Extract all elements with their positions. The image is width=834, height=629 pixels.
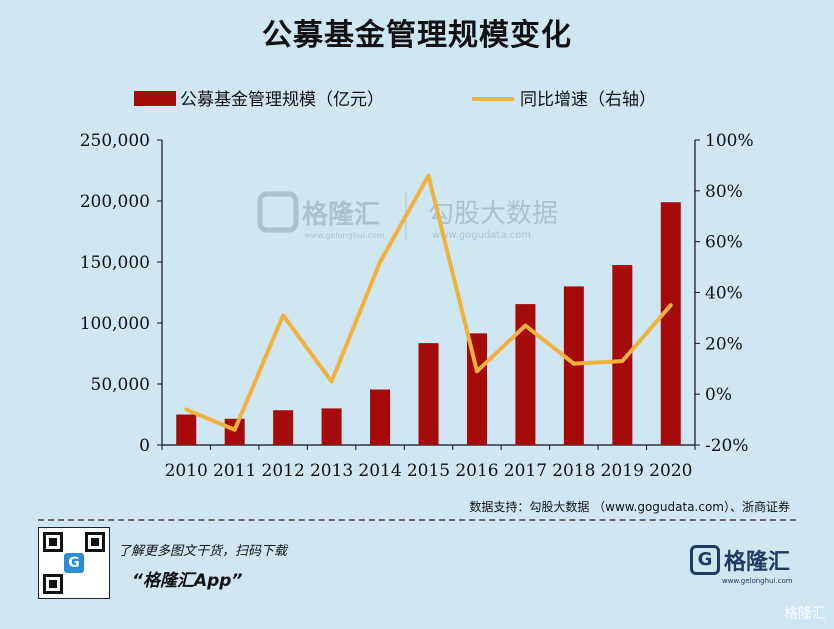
x-tick-label: 2020 (649, 461, 692, 481)
line-point (330, 379, 334, 383)
brand-g-icon: G (690, 545, 720, 575)
bar (660, 202, 681, 445)
qr-code[interactable]: G (38, 527, 110, 599)
y-right-tick-label: 0% (705, 385, 732, 405)
source-note: 数据支持：勾股大数据 （www.gogudata.com）、浙商证券 (469, 500, 790, 514)
x-tick-label: 2016 (455, 461, 498, 481)
y-right-tick-label: 100% (705, 131, 754, 151)
brand-logo[interactable]: G 格隆汇 (690, 543, 790, 577)
x-tick-label: 2017 (504, 461, 547, 481)
line-point (233, 428, 237, 432)
bar (176, 414, 197, 445)
y-left-tick-label: 0 (139, 436, 150, 456)
qr-finder-pattern (85, 532, 105, 552)
watermark-brand2: 勾股大数据 (428, 199, 558, 229)
line-series (184, 173, 673, 432)
bar (370, 389, 391, 445)
bar (563, 286, 584, 445)
line-point (281, 313, 285, 317)
y-left-tick-label: 50,000 (91, 375, 150, 395)
legend-line-label: 同比增速（右轴） (520, 90, 656, 110)
bar (273, 410, 294, 445)
qr-finder-pattern (43, 574, 63, 594)
bar (321, 408, 342, 445)
line-point (427, 174, 430, 178)
line-point (475, 369, 479, 373)
bar (466, 333, 487, 445)
footer-divider (38, 519, 796, 521)
x-tick-label: 2014 (358, 461, 401, 481)
line-point (620, 359, 624, 363)
watermark-brand2-url: www.gogudata.com (432, 230, 531, 241)
brand-url: www.gelonghui.com (722, 577, 793, 585)
watermark-brand-url: www.gelonghui.com (304, 231, 385, 240)
bar (418, 343, 439, 445)
watermark-brand: 格隆汇 (302, 199, 380, 230)
bar (224, 418, 245, 445)
qr-finder-pattern (43, 532, 63, 552)
legend-bar-label: 公募基金管理规模（亿元） (180, 90, 384, 110)
y-left-tick-label: 100,000 (80, 314, 150, 334)
y-left-tick-label: 250,000 (80, 131, 150, 151)
watermark: 格隆汇 www.gelonghui.com 勾股大数据 www.gogudata… (257, 191, 558, 241)
brand-name: 格隆汇 (724, 550, 791, 575)
promo-text: 了解更多图文干货，扫码下载 (118, 544, 288, 559)
corner-watermark: 格隆汇 (784, 606, 826, 622)
x-tick-label: 2015 (407, 461, 450, 481)
bar (612, 265, 633, 445)
app-name: “格隆汇App” (132, 571, 243, 591)
y-left-tick-label: 150,000 (80, 253, 150, 273)
x-tick-label: 2011 (213, 461, 256, 481)
qr-logo-icon: G (64, 553, 84, 573)
y-right-tick-label: 20% (705, 334, 743, 354)
line-point (378, 260, 382, 264)
y-right-tick-label: 40% (705, 284, 743, 304)
watermark-g-icon (257, 191, 299, 233)
line-point (669, 303, 673, 307)
y-right-tick-label: 80% (705, 182, 743, 202)
x-tick-label: 2012 (262, 461, 305, 481)
x-tick-label: 2010 (165, 461, 208, 481)
y-right-tick-label: 60% (705, 233, 743, 253)
y-left-tick-label: 200,000 (80, 192, 150, 212)
bar-series (176, 202, 681, 445)
x-tick-label: 2018 (552, 461, 595, 481)
axes: 0 50,000 100,000 150,000 200,000 250,000 -20% 0… (80, 131, 754, 481)
line-point (523, 324, 527, 328)
bar (515, 304, 536, 445)
x-tick-label: 2019 (601, 461, 644, 481)
legend-bar-swatch (134, 91, 176, 106)
chart-title: 公募基金管理规模变化 (262, 18, 572, 53)
x-tick-label: 2013 (310, 461, 353, 481)
line-point (572, 362, 576, 366)
line-point (184, 407, 188, 411)
y-right-tick-label: -20% (705, 436, 749, 456)
